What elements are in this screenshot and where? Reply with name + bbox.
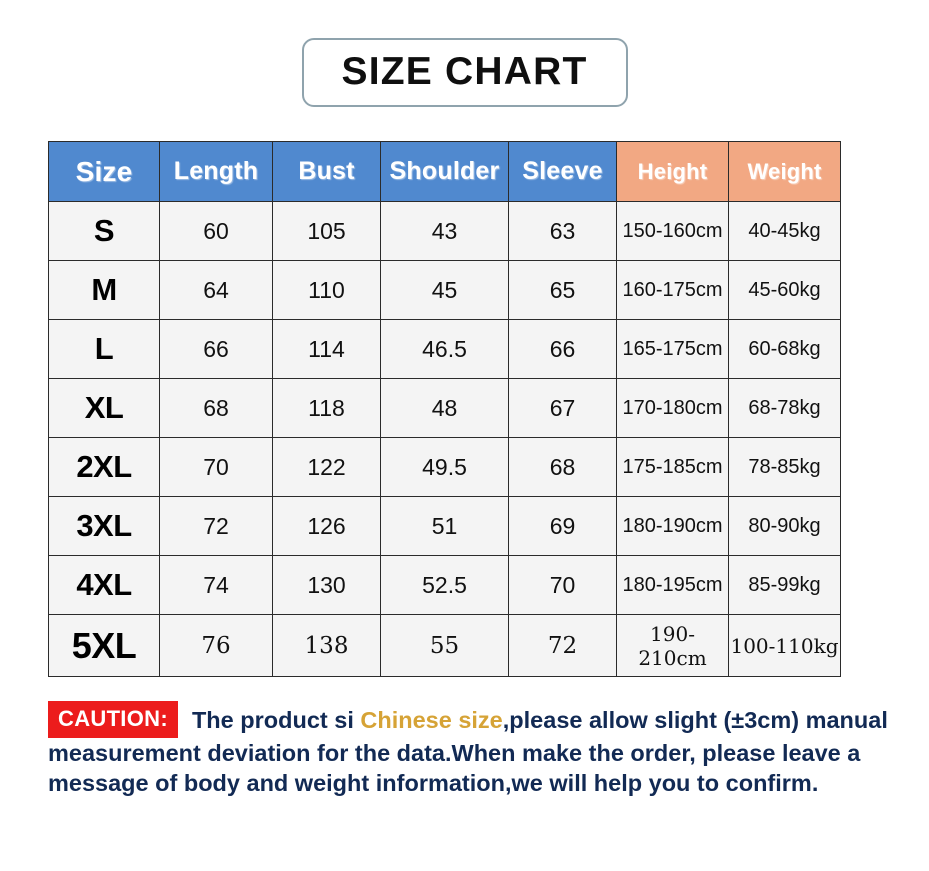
cell-bust: 126 [272, 496, 381, 556]
cell-sleeve: 69 [508, 496, 617, 556]
cell-length: 74 [159, 555, 273, 615]
cell-shoulder: 46.5 [380, 319, 509, 379]
table-row: L 66 114 46.5 66 165-175cm 60-68kg [48, 319, 841, 379]
cell-weight: 40-45kg [728, 201, 841, 261]
column-header-length: Length [159, 141, 273, 202]
cell-weight: 80-90kg [728, 496, 841, 556]
header-row: Size Length Bust Shoulder Sleeve Height … [48, 141, 841, 202]
cell-shoulder: 48 [380, 378, 509, 438]
cell-bust: 110 [272, 260, 381, 320]
cell-length: 60 [159, 201, 273, 261]
table-header: Size Length Bust Shoulder Sleeve Height … [48, 141, 841, 202]
cell-weight: 45-60kg [728, 260, 841, 320]
cell-height: 180-190cm [616, 496, 729, 556]
cell-shoulder: 49.5 [380, 437, 509, 497]
cell-size: XL [48, 378, 160, 438]
caution-badge: CAUTION: [48, 700, 178, 738]
cell-size: 4XL [48, 555, 160, 615]
cell-shoulder: 52.5 [380, 555, 509, 615]
cell-shoulder: 55 [380, 614, 509, 677]
table-row: 5XL 76 138 55 72 190-210cm 100-110kg [48, 614, 841, 677]
cell-size: 3XL [48, 496, 160, 556]
caution-text-part1: The product si [191, 706, 361, 733]
cell-length: 68 [159, 378, 273, 438]
cell-size: S [48, 201, 160, 261]
cell-bust: 122 [272, 437, 381, 497]
cell-sleeve: 66 [508, 319, 617, 379]
cell-height: 170-180cm [616, 378, 729, 438]
caution-text-part2: ,please allow slight (±3cm) manual measu… [48, 706, 888, 796]
cell-size: M [48, 260, 160, 320]
page-title: SIZE CHART [341, 50, 588, 93]
table-row: 2XL 70 122 49.5 68 175-185cm 78-85kg [48, 437, 841, 497]
table-row: XL 68 118 48 67 170-180cm 68-78kg [48, 378, 841, 438]
cell-weight: 100-110kg [728, 614, 841, 677]
cell-bust: 118 [272, 378, 381, 438]
table-row: M 64 110 45 65 160-175cm 45-60kg [48, 260, 841, 320]
cell-bust: 114 [272, 319, 381, 379]
cell-sleeve: 67 [508, 378, 617, 438]
cell-bust: 105 [272, 201, 381, 261]
cell-sleeve: 72 [508, 614, 617, 677]
title-container: SIZE CHART [0, 38, 929, 107]
table-body: S 60 105 43 63 150-160cm 40-45kg M 64 11… [48, 201, 841, 677]
column-header-sleeve: Sleeve [508, 141, 617, 202]
cell-bust: 138 [272, 614, 381, 677]
cell-weight: 60-68kg [728, 319, 841, 379]
column-header-size: Size [48, 141, 160, 202]
cell-height: 175-185cm [616, 437, 729, 497]
cell-length: 76 [159, 614, 273, 677]
caution-paragraph: CAUTION: The product si Chinese size,plea… [48, 700, 898, 798]
cell-weight: 85-99kg [728, 555, 841, 615]
table-row: 4XL 74 130 52.5 70 180-195cm 85-99kg [48, 555, 841, 615]
size-chart-table: Size Length Bust Shoulder Sleeve Height … [48, 141, 841, 677]
cell-size: L [48, 319, 160, 379]
cell-height: 150-160cm [616, 201, 729, 261]
cell-shoulder: 45 [380, 260, 509, 320]
cell-length: 66 [159, 319, 273, 379]
caution-highlight: Chinese size [360, 706, 503, 733]
column-header-shoulder: Shoulder [380, 141, 509, 202]
cell-sleeve: 63 [508, 201, 617, 261]
cell-sleeve: 68 [508, 437, 617, 497]
cell-sleeve: 65 [508, 260, 617, 320]
column-header-height: Height [616, 141, 729, 202]
title-box: SIZE CHART [301, 38, 628, 107]
cell-height: 165-175cm [616, 319, 729, 379]
cell-length: 72 [159, 496, 273, 556]
cell-shoulder: 43 [380, 201, 509, 261]
cell-shoulder: 51 [380, 496, 509, 556]
cell-height: 180-195cm [616, 555, 729, 615]
cell-height: 160-175cm [616, 260, 729, 320]
cell-height: 190-210cm [616, 614, 729, 677]
cell-length: 64 [159, 260, 273, 320]
cell-bust: 130 [272, 555, 381, 615]
cell-weight: 78-85kg [728, 437, 841, 497]
table-row: 3XL 72 126 51 69 180-190cm 80-90kg [48, 496, 841, 556]
cell-size: 2XL [48, 437, 160, 497]
column-header-weight: Weight [728, 141, 841, 202]
cell-size: 5XL [48, 614, 160, 677]
cell-weight: 68-78kg [728, 378, 841, 438]
cell-sleeve: 70 [508, 555, 617, 615]
table-row: S 60 105 43 63 150-160cm 40-45kg [48, 201, 841, 261]
cell-length: 70 [159, 437, 273, 497]
column-header-bust: Bust [272, 141, 381, 202]
caution-note: CAUTION: The product si Chinese size,plea… [48, 677, 898, 821]
